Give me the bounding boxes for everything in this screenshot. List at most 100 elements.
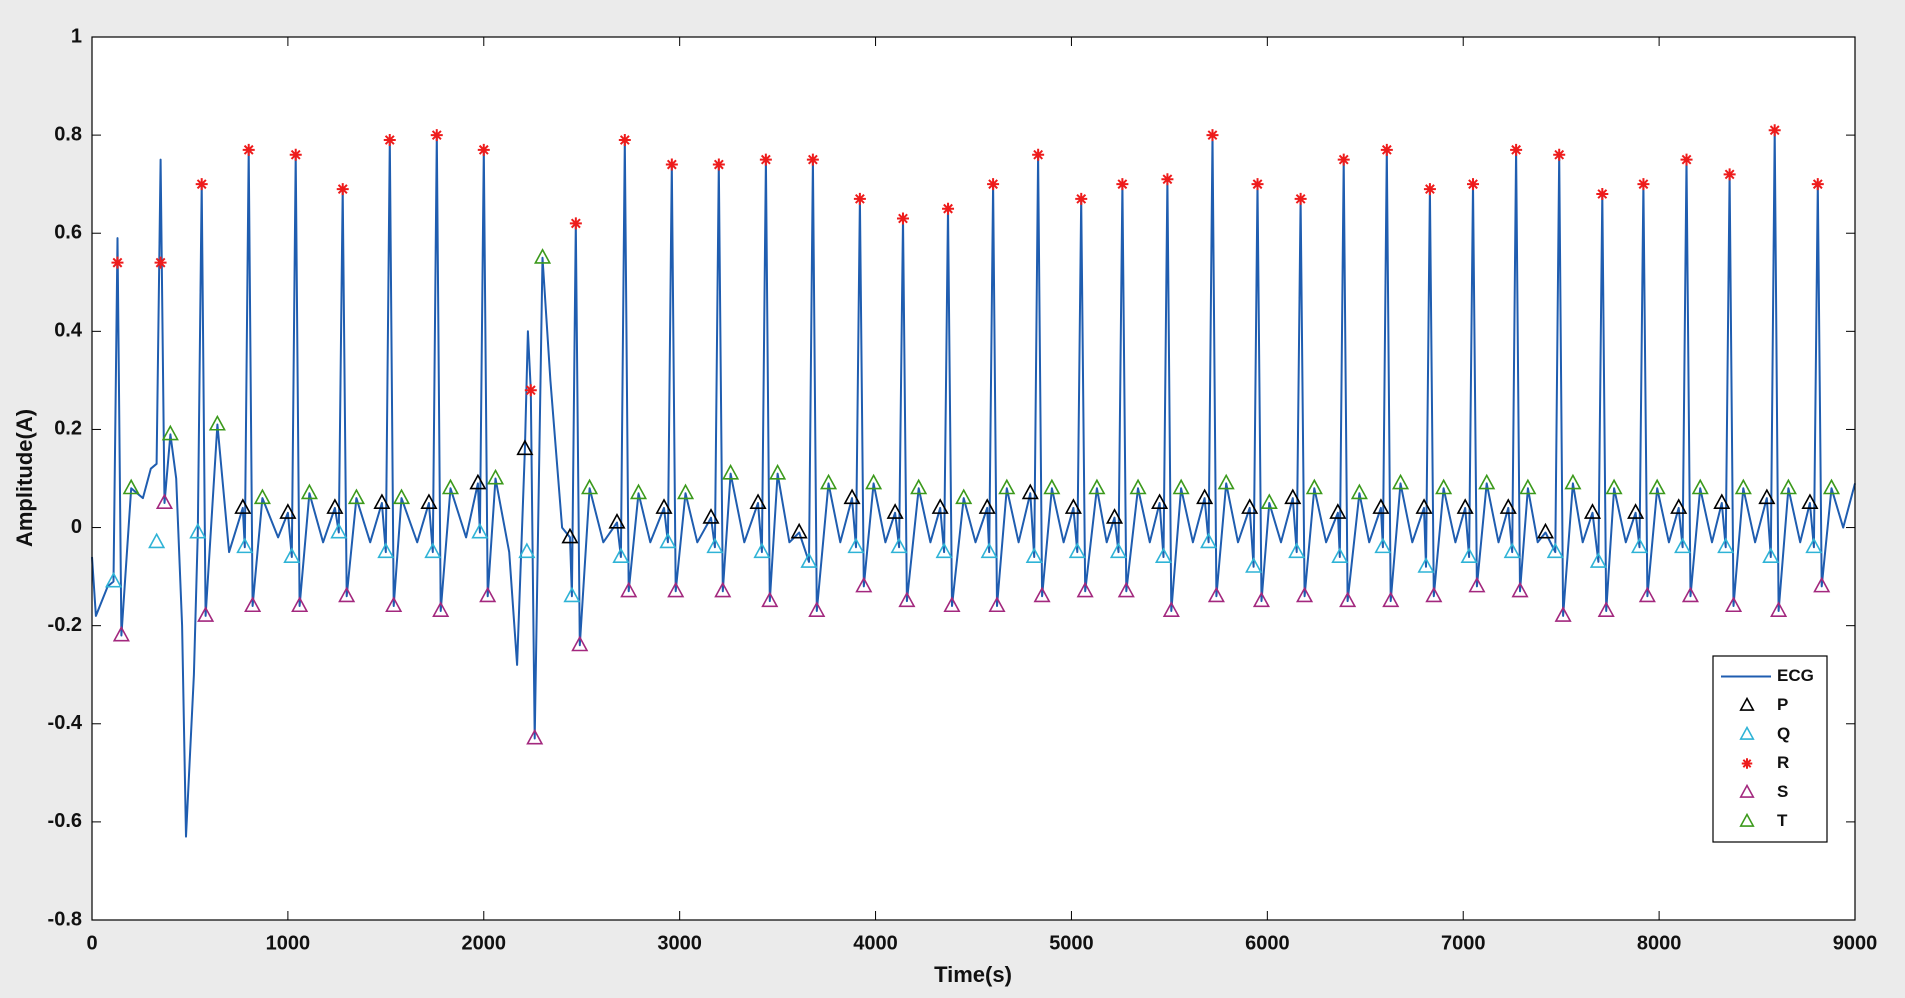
marker-asterisk bbox=[336, 183, 349, 196]
marker-triangle bbox=[1758, 488, 1776, 505]
marker-triangle bbox=[706, 537, 724, 554]
marker-triangle bbox=[753, 542, 771, 559]
marker-triangle bbox=[1350, 483, 1368, 500]
legend-box bbox=[1712, 655, 1828, 843]
marker-triangle bbox=[1260, 493, 1278, 510]
marker-triangle bbox=[1597, 601, 1615, 617]
marker-triangle bbox=[769, 463, 787, 480]
marker-triangle bbox=[1305, 478, 1323, 495]
marker-triangle bbox=[1288, 542, 1306, 559]
marker-triangle bbox=[424, 542, 442, 559]
marker-triangle bbox=[441, 478, 460, 495]
marker-triangle bbox=[1681, 586, 1699, 603]
marker-triangle bbox=[847, 537, 865, 554]
marker-asterisk bbox=[618, 134, 631, 147]
legend-symbol bbox=[1741, 758, 1753, 769]
legend-symbol bbox=[1739, 725, 1755, 740]
marker-asterisk bbox=[759, 153, 772, 166]
marker-asterisk bbox=[806, 153, 819, 166]
plot-frame bbox=[91, 36, 1856, 921]
marker-asterisk bbox=[1161, 173, 1174, 186]
marker-triangle bbox=[1245, 557, 1263, 573]
marker-asterisk bbox=[383, 134, 396, 147]
marker-triangle bbox=[612, 547, 630, 563]
marker-triangle bbox=[479, 586, 497, 603]
marker-triangle bbox=[1162, 601, 1180, 617]
marker-triangle bbox=[1068, 542, 1086, 559]
marker-triangle bbox=[1076, 581, 1094, 598]
marker-asterisk bbox=[1553, 148, 1566, 161]
marker-asterisk bbox=[1811, 178, 1824, 191]
legend-label: P bbox=[1777, 695, 1788, 714]
y-tick-label: 0.2 bbox=[54, 418, 82, 440]
marker-triangle bbox=[722, 463, 740, 480]
marker-triangle bbox=[1154, 547, 1173, 563]
marker-asterisk bbox=[1116, 178, 1129, 191]
marker-triangle bbox=[855, 576, 873, 593]
marker-triangle bbox=[714, 581, 732, 598]
x-tick-label: 5000 bbox=[1049, 932, 1094, 954]
marker-triangle bbox=[236, 537, 254, 554]
marker-triangle bbox=[330, 522, 348, 539]
marker-triangle bbox=[112, 625, 130, 642]
marker-triangle bbox=[667, 581, 685, 598]
marker-triangle bbox=[244, 596, 262, 613]
marker-triangle bbox=[1648, 478, 1666, 495]
marker-asterisk bbox=[289, 148, 302, 161]
marker-triangle bbox=[998, 478, 1016, 495]
marker-triangle bbox=[581, 478, 599, 495]
marker-triangle bbox=[283, 547, 301, 563]
marker-triangle bbox=[886, 503, 904, 519]
marker-triangle bbox=[105, 571, 123, 588]
marker-triangle bbox=[1713, 493, 1731, 510]
marker-triangle bbox=[1331, 547, 1349, 563]
marker-triangle bbox=[935, 542, 953, 559]
marker-asterisk bbox=[1637, 178, 1650, 191]
marker-triangle bbox=[1382, 591, 1400, 608]
marker-triangle bbox=[208, 414, 226, 431]
marker-triangle bbox=[1105, 508, 1124, 524]
marker-asterisk bbox=[665, 158, 678, 171]
x-tick-label: 4000 bbox=[853, 932, 898, 954]
marker-triangle bbox=[526, 728, 544, 745]
marker-triangle bbox=[1478, 473, 1496, 490]
marker-triangle bbox=[1339, 591, 1357, 608]
marker-triangle bbox=[1554, 606, 1572, 622]
marker-asterisk bbox=[524, 384, 537, 397]
y-tick-label: 0.6 bbox=[54, 222, 82, 244]
marker-triangle bbox=[1630, 537, 1649, 554]
marker-triangle bbox=[1372, 498, 1390, 514]
marker-triangle bbox=[790, 522, 808, 539]
marker-triangle bbox=[659, 532, 677, 549]
marker-triangle bbox=[563, 586, 581, 603]
marker-asterisk bbox=[195, 178, 208, 191]
marker-asterisk bbox=[1337, 153, 1350, 166]
marker-triangle bbox=[469, 473, 487, 490]
marker-triangle bbox=[1519, 478, 1537, 495]
marker-asterisk bbox=[1380, 143, 1393, 156]
marker-triangle bbox=[890, 537, 908, 554]
marker-triangle bbox=[1583, 503, 1602, 519]
x-tick-label: 6000 bbox=[1245, 932, 1290, 954]
marker-triangle bbox=[1425, 586, 1443, 603]
marker-triangle bbox=[761, 591, 779, 608]
y-tick-label: 0.8 bbox=[54, 123, 82, 145]
x-tick-label: 3000 bbox=[657, 932, 702, 954]
marker-triangle bbox=[533, 248, 552, 264]
marker-triangle bbox=[1196, 488, 1214, 505]
marker-triangle bbox=[608, 512, 626, 529]
marker-triangle bbox=[800, 552, 818, 568]
marker-triangle bbox=[189, 522, 207, 539]
marker-triangle bbox=[808, 601, 826, 617]
legend-symbol bbox=[1739, 812, 1755, 827]
marker-triangle bbox=[943, 596, 961, 613]
legend-symbol bbox=[1739, 696, 1755, 711]
marker-triangle bbox=[1638, 586, 1656, 603]
marker-triangle bbox=[1109, 542, 1128, 559]
marker-asterisk bbox=[1768, 124, 1781, 137]
marker-triangle bbox=[1813, 576, 1831, 593]
legend-label: ECG bbox=[1777, 666, 1814, 685]
marker-asterisk bbox=[853, 192, 866, 205]
marker-triangle bbox=[1589, 552, 1607, 568]
